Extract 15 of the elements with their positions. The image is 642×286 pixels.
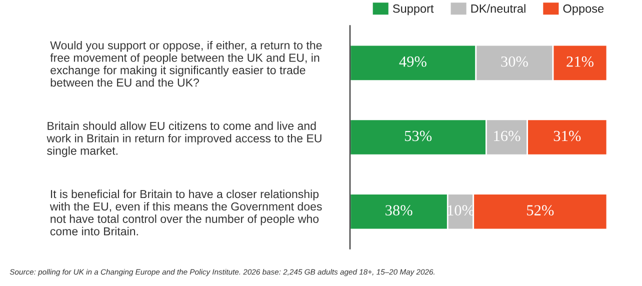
data-label: 31%: [554, 130, 581, 142]
data-label: 21%: [566, 56, 594, 67]
legend-label: DK/neutral: [471, 4, 526, 13]
data-label: 16%: [494, 130, 520, 142]
data-label: 30%: [501, 56, 528, 67]
y-tick-label: Would you support or oppose, if either, a return to the free movement of people between the UK and EU, in exchange for making it significantly easier to trade between the EU and the UK?: [50, 40, 322, 87]
legend-label: Oppose: [563, 4, 604, 16]
y-tick-label: It is beneficial for Britain to have a closer relationship with the EU, even if this means the Government does not have total control over the number of people who come into Britain.: [50, 190, 322, 236]
data-label: 52%: [527, 205, 554, 216]
data-label: 38%: [386, 205, 412, 216]
legend-label: Support: [392, 4, 434, 16]
y-tick-label: Britain should allow EU citizens to come and live and work in Britain in return for improved access to the EU single market.: [46, 122, 322, 158]
data-label: 49%: [399, 56, 426, 67]
data-label: 10%: [448, 205, 474, 216]
data-label: 53%: [404, 130, 432, 142]
